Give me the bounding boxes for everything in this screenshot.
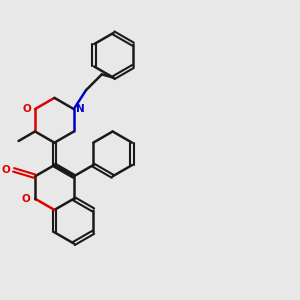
Text: O: O xyxy=(22,104,31,114)
Text: O: O xyxy=(1,165,10,175)
Text: N: N xyxy=(76,104,85,114)
Text: O: O xyxy=(22,194,31,204)
